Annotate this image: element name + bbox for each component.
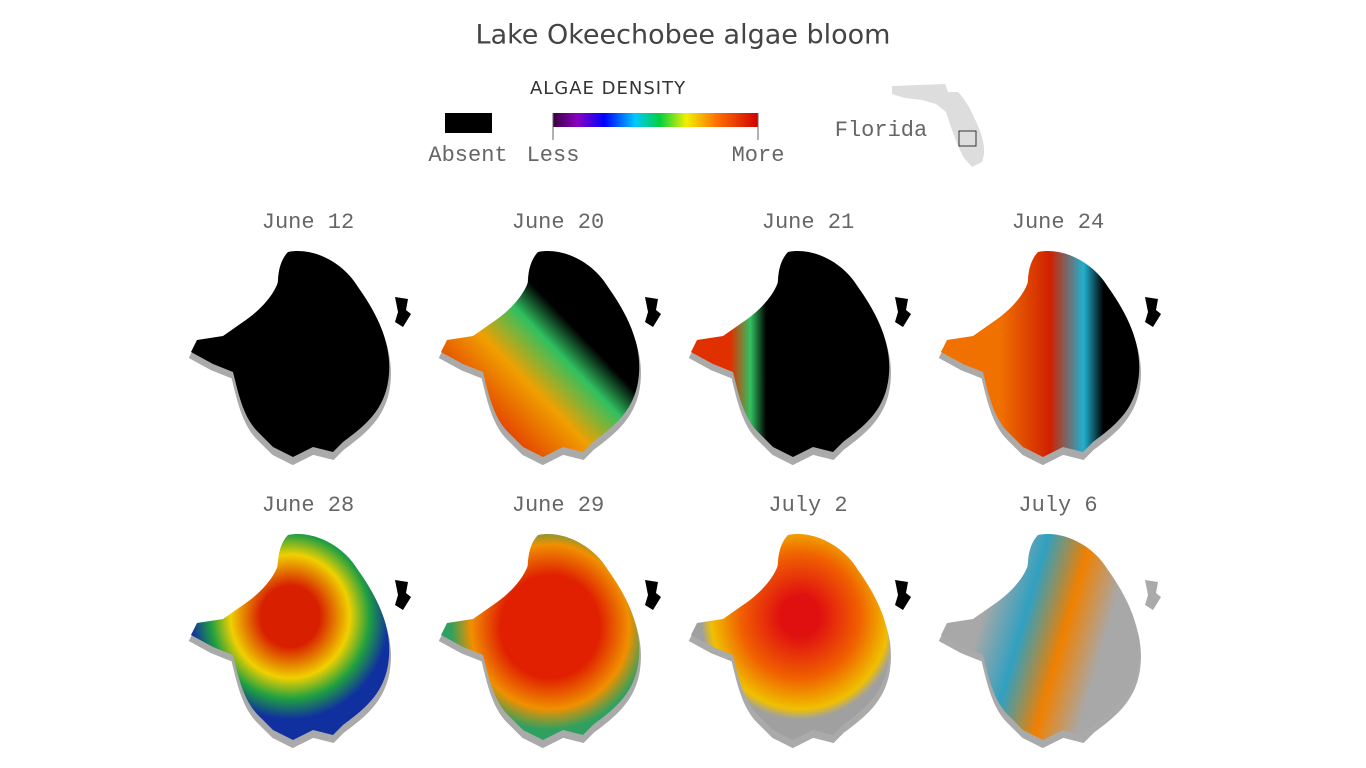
legend-title: ALGAE DENSITY	[530, 78, 686, 99]
islet	[1145, 297, 1161, 327]
islet	[645, 297, 661, 327]
lake-map	[188, 534, 411, 749]
panel-date: July 2	[768, 493, 847, 518]
lake-map	[438, 251, 661, 466]
lake-fill	[941, 251, 1140, 457]
legend-absent: Absent	[428, 143, 507, 168]
islet	[395, 297, 411, 327]
legend-more: More	[732, 143, 785, 168]
lake-fill	[941, 534, 1140, 740]
islet	[1145, 580, 1161, 610]
panel-date: June 21	[762, 210, 854, 235]
panel-date: June 24	[1012, 210, 1104, 235]
panel-date: June 12	[262, 210, 354, 235]
lake-map	[688, 534, 911, 749]
islet	[395, 580, 411, 610]
panel-date: June 28	[262, 493, 354, 518]
panel-date: June 20	[512, 210, 604, 235]
panel-date: July 6	[1018, 493, 1097, 518]
islet	[645, 580, 661, 610]
lake-fill	[691, 534, 890, 740]
legend-less: Less	[527, 143, 580, 168]
lake-fill	[691, 251, 890, 457]
lake-map	[688, 251, 911, 466]
panels: June 12 June 20 June 21 June 24 June 28 June …	[188, 210, 1161, 749]
lake-fill	[441, 534, 640, 740]
density-scale	[553, 113, 758, 127]
locator-label: Florida	[835, 118, 927, 143]
lake-fill	[441, 251, 640, 457]
islet	[895, 580, 911, 610]
panel-date: June 29	[512, 493, 604, 518]
title: Lake Okeechobee algae bloom	[476, 20, 891, 51]
locator-box	[958, 130, 977, 147]
absent-swatch	[445, 113, 492, 133]
lake-map	[938, 534, 1161, 749]
lake-fill	[191, 251, 390, 457]
islet	[895, 297, 911, 327]
lake-map	[188, 251, 411, 466]
lake-fill	[191, 534, 390, 740]
lake-map	[938, 251, 1161, 466]
lake-map	[438, 534, 661, 749]
